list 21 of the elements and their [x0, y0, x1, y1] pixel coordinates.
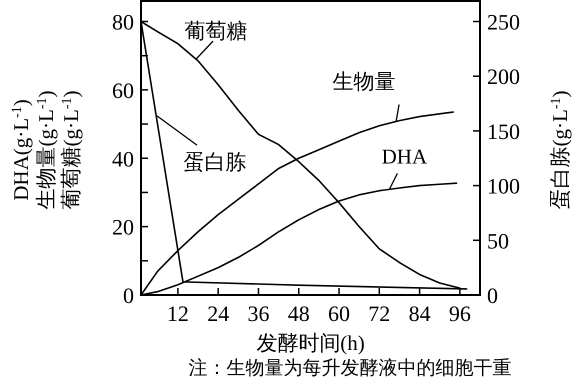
- annotation: 注：生物量为每升发酵液中的细胞干重: [188, 358, 512, 379]
- y2tick: 250: [487, 10, 520, 34]
- y2tick: 150: [487, 118, 520, 144]
- ytick: 80: [112, 10, 134, 34]
- xtick: 96: [448, 301, 471, 326]
- y2tick: 200: [487, 64, 520, 90]
- xtick: 24: [207, 301, 230, 326]
- y2tick: 50: [487, 228, 509, 254]
- xtick: 48: [288, 301, 310, 326]
- y2tick: 100: [487, 174, 520, 199]
- xtick: 12: [166, 301, 189, 326]
- xtick: 84: [408, 301, 431, 326]
- ytick: 40: [112, 146, 134, 172]
- xlabel: 发酵时间(h): [256, 331, 365, 355]
- ytick: 0: [123, 283, 134, 308]
- xtick: 36: [247, 301, 270, 326]
- xtick: 72: [368, 301, 390, 326]
- y2tick: 0: [487, 283, 498, 308]
- ytick: 20: [112, 214, 134, 240]
- ytick: 60: [112, 78, 134, 103]
- xtick: 60: [328, 301, 350, 326]
